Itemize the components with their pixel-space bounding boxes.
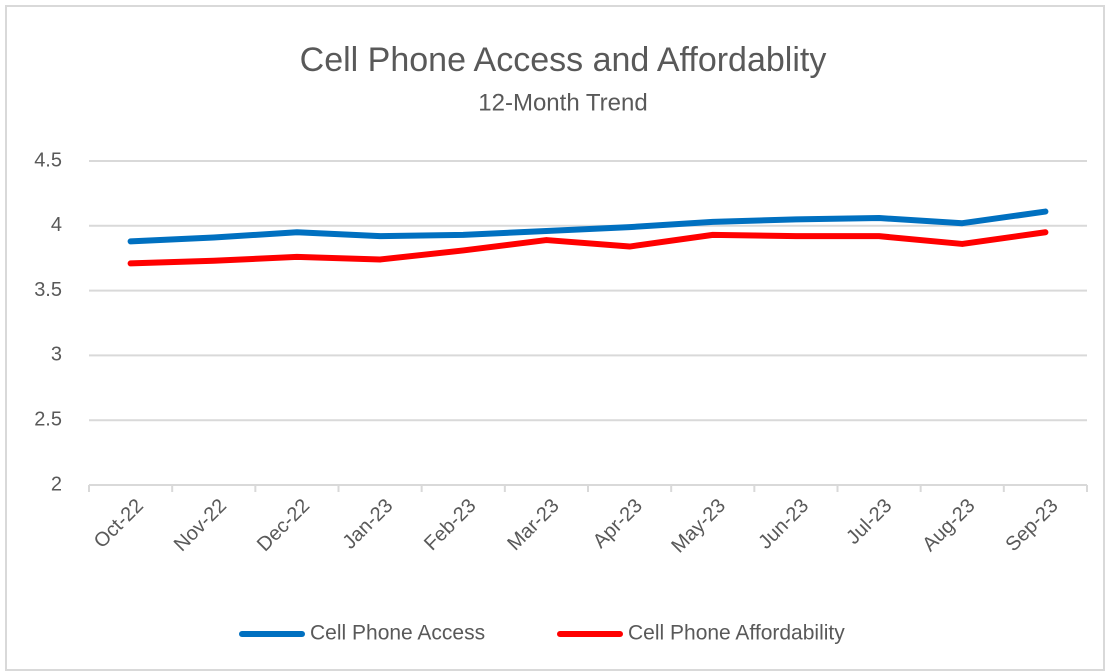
series-line bbox=[127, 208, 1049, 245]
legend-label: Cell Phone Access bbox=[310, 622, 485, 645]
y-tick-label: 2 bbox=[51, 473, 62, 495]
y-tick-label: 4.5 bbox=[34, 149, 62, 171]
y-tick-label: 2.5 bbox=[34, 408, 62, 430]
y-tick-label: 4 bbox=[51, 214, 62, 236]
legend-label: Cell Phone Affordability bbox=[628, 622, 845, 645]
chart-subtitle: 12-Month Trend bbox=[478, 89, 647, 116]
chart-border bbox=[5, 5, 1105, 671]
series-line bbox=[127, 229, 1049, 267]
y-tick-label: 3.5 bbox=[34, 279, 62, 301]
chart-title: Cell Phone Access and Affordablity bbox=[300, 41, 827, 79]
y-tick-label: 3 bbox=[51, 344, 62, 366]
